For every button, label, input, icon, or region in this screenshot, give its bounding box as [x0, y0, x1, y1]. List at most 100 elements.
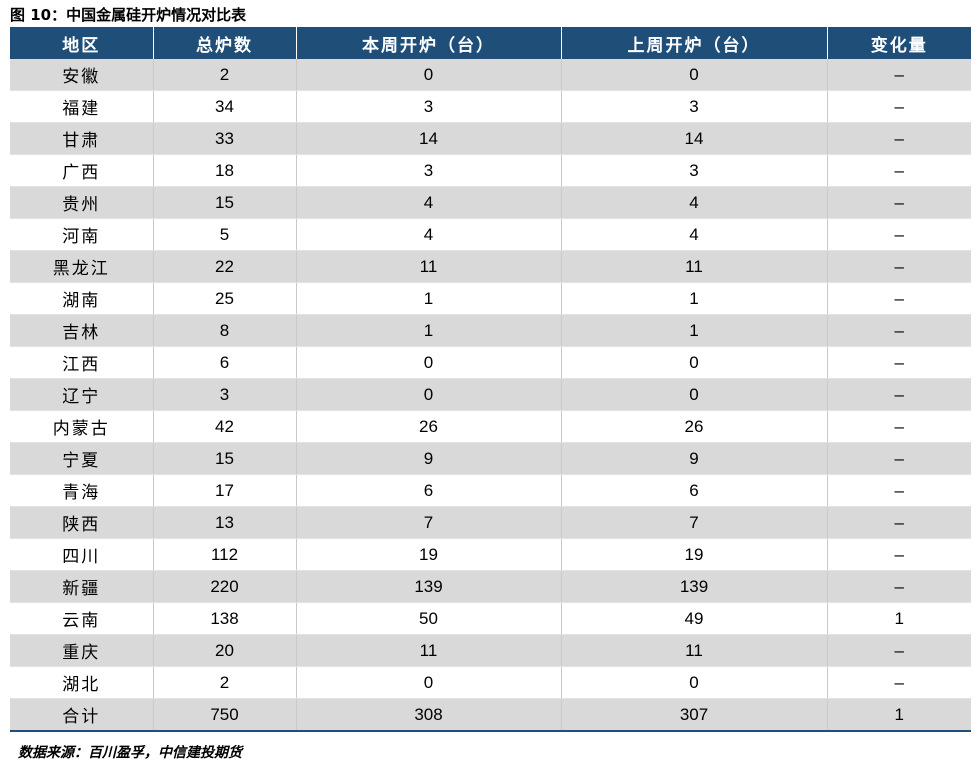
table-row: 宁夏 15 9 9–: [10, 442, 971, 475]
total-furnaces-cell: 25: [153, 282, 297, 315]
this-week-cell: 0: [296, 59, 562, 91]
total-furnaces-cell: 2: [153, 59, 297, 91]
this-week-cell: 26: [296, 410, 562, 443]
last-week-cell: 0: [561, 378, 828, 411]
last-week-cell: 1: [561, 314, 828, 347]
table-row: 贵州 15 4 4–: [10, 186, 971, 219]
this-week-cell: 1: [296, 282, 562, 315]
furnace-comparison-table: 地区 总炉数 本周开炉（台） 上周开炉（台） 变化量 安徽 2 0 0– 福建 34 3 3–…: [10, 27, 971, 732]
table-body: 安徽 2 0 0– 福建 34 3 3– 甘肃 33 14 14– 广西 18 3 3– 贵州 15 4 4– 河南 5 4…: [10, 59, 971, 732]
region-cell: 重庆: [10, 634, 154, 667]
this-week-cell: 3: [296, 90, 562, 123]
total-furnaces-cell: 33: [153, 122, 297, 155]
table-row: 河南 5 4 4–: [10, 218, 971, 251]
change-cell: –: [827, 122, 971, 155]
region-cell: 贵州: [10, 186, 154, 219]
this-week-cell: 14: [296, 122, 562, 155]
region-cell: 湖南: [10, 282, 154, 315]
table-row: 内蒙古 42 26 26–: [10, 410, 971, 443]
table-row: 四川 112 19 19–: [10, 538, 971, 571]
table-row: 陕西 13 7 7–: [10, 506, 971, 539]
total-furnaces-cell: 138: [153, 602, 297, 635]
last-week-cell: 3: [561, 154, 828, 187]
total-furnaces-cell: 42: [153, 410, 297, 443]
region-cell: 青海: [10, 474, 154, 507]
this-week-cell: 0: [296, 666, 562, 699]
total-furnaces-cell: 20: [153, 634, 297, 667]
total-furnaces-cell: 13: [153, 506, 297, 539]
change-cell: –: [827, 314, 971, 347]
table-total-row: 合计 750 308 307 1: [10, 698, 971, 732]
change-cell: –: [827, 154, 971, 187]
total-furnaces-cell: 8: [153, 314, 297, 347]
last-week-cell: 14: [561, 122, 828, 155]
last-week-cell: 139: [561, 570, 828, 603]
change-cell: –: [827, 250, 971, 283]
region-cell: 新疆: [10, 570, 154, 603]
data-source-note: 数据来源：百川盈孚，中信建投期货: [18, 745, 242, 761]
table-row: 湖北 2 0 0–: [10, 666, 971, 699]
total-furnaces-cell: 15: [153, 442, 297, 475]
total-furnaces-cell: 34: [153, 90, 297, 123]
table-row: 云南 138 50 49 1: [10, 602, 971, 635]
table-row: 吉林 8 1 1–: [10, 314, 971, 347]
change-cell: –: [827, 634, 971, 667]
this-week-cell: 11: [296, 250, 562, 283]
region-cell: 四川: [10, 538, 154, 571]
total-furnaces-cell: 2: [153, 666, 297, 699]
last-week-cell: 11: [561, 250, 828, 283]
table-row: 广西 18 3 3–: [10, 154, 971, 187]
change-cell: –: [827, 538, 971, 571]
region-cell: 云南: [10, 602, 154, 635]
table-row: 湖南 25 1 1–: [10, 282, 971, 315]
region-cell: 湖北: [10, 666, 154, 699]
table-row: 新疆 220 139 139–: [10, 570, 971, 603]
this-week-cell: 9: [296, 442, 562, 475]
table-row: 安徽 2 0 0–: [10, 59, 971, 91]
region-cell: 辽宁: [10, 378, 154, 411]
figure-title: 图 10：中国金属硅开炉情况对比表: [10, 6, 247, 24]
column-header-total-furnaces: 总炉数: [153, 27, 297, 59]
table-row: 青海 17 6 6–: [10, 474, 971, 507]
this-week-cell: 7: [296, 506, 562, 539]
change-cell: –: [827, 218, 971, 251]
change-cell: –: [827, 346, 971, 379]
last-week-cell: 307: [561, 698, 828, 732]
change-cell: –: [827, 90, 971, 123]
change-cell: –: [827, 506, 971, 539]
table-row: 黑龙江 22 11 11–: [10, 250, 971, 283]
column-header-region: 地区: [10, 27, 154, 59]
furnace-table-container: 地区 总炉数 本周开炉（台） 上周开炉（台） 变化量 安徽 2 0 0– 福建 34 3 3–…: [10, 27, 971, 732]
change-cell: –: [827, 378, 971, 411]
change-cell: 1: [827, 698, 971, 732]
change-cell: –: [827, 282, 971, 315]
region-cell: 广西: [10, 154, 154, 187]
last-week-cell: 49: [561, 602, 828, 635]
last-week-cell: 19: [561, 538, 828, 571]
last-week-cell: 4: [561, 186, 828, 219]
table-row: 重庆 20 11 11–: [10, 634, 971, 667]
this-week-cell: 50: [296, 602, 562, 635]
this-week-cell: 11: [296, 634, 562, 667]
this-week-cell: 4: [296, 186, 562, 219]
total-furnaces-cell: 3: [153, 378, 297, 411]
last-week-cell: 4: [561, 218, 828, 251]
total-furnaces-cell: 750: [153, 698, 297, 732]
this-week-cell: 3: [296, 154, 562, 187]
last-week-cell: 26: [561, 410, 828, 443]
this-week-cell: 19: [296, 538, 562, 571]
table-row: 福建 34 3 3–: [10, 90, 971, 123]
column-header-this-week: 本周开炉（台）: [296, 27, 562, 59]
region-cell: 江西: [10, 346, 154, 379]
this-week-cell: 308: [296, 698, 562, 732]
last-week-cell: 11: [561, 634, 828, 667]
table-row: 辽宁 3 0 0–: [10, 378, 971, 411]
last-week-cell: 9: [561, 442, 828, 475]
last-week-cell: 6: [561, 474, 828, 507]
this-week-cell: 4: [296, 218, 562, 251]
change-cell: –: [827, 666, 971, 699]
column-header-change: 变化量: [827, 27, 971, 59]
this-week-cell: 1: [296, 314, 562, 347]
table-row: 江西 6 0 0–: [10, 346, 971, 379]
total-furnaces-cell: 112: [153, 538, 297, 571]
